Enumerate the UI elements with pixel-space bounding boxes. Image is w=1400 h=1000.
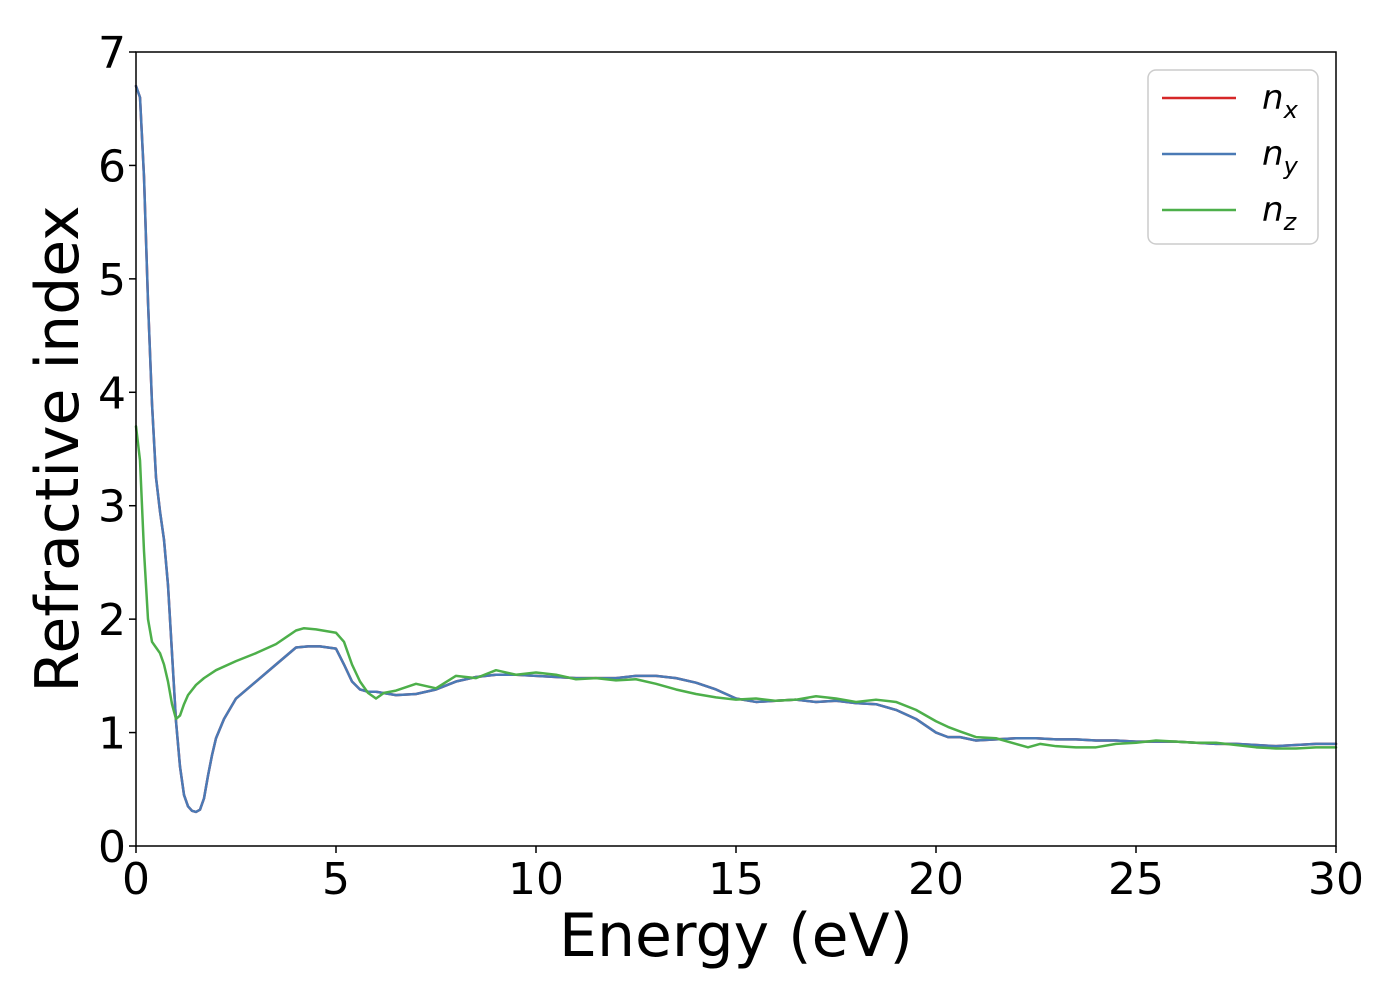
x-axis-label: Energy (eV)	[559, 901, 913, 971]
x-tick-label: 20	[908, 854, 964, 905]
series-layer	[134, 84, 1338, 814]
legend-label-nz: nz	[1262, 190, 1298, 236]
series-line-ny	[134, 84, 1338, 814]
y-tick-label: 7	[98, 28, 126, 79]
y-tick-label: 2	[98, 595, 126, 646]
x-tick-label: 25	[1108, 854, 1164, 905]
legend-label-ny: ny	[1262, 134, 1299, 180]
y-axis-label: Refractive index	[23, 205, 93, 692]
x-tick-label: 10	[508, 854, 564, 905]
legend-box	[1147, 69, 1319, 245]
y-tick-label: 1	[98, 709, 126, 760]
y-tick-label: 3	[98, 482, 126, 533]
plot-area	[136, 52, 1336, 846]
legend-label-nx: nx	[1262, 78, 1299, 124]
y-tick-label: 5	[98, 255, 126, 306]
x-axis: 0 5 10 15 20 25 30	[122, 846, 1364, 905]
x-tick-label: 30	[1308, 854, 1364, 905]
y-tick-label: 0	[98, 822, 126, 873]
legend: nx ny nz	[1147, 69, 1319, 245]
x-tick-label: 15	[708, 854, 764, 905]
y-tick-label: 4	[98, 368, 126, 419]
x-tick-label: 0	[122, 854, 150, 905]
series-line-nz	[134, 425, 1338, 750]
x-tick-label: 5	[322, 854, 350, 905]
y-tick-label: 6	[98, 141, 126, 192]
y-axis: 0 1 2 3 4 5 6 7	[98, 28, 136, 873]
